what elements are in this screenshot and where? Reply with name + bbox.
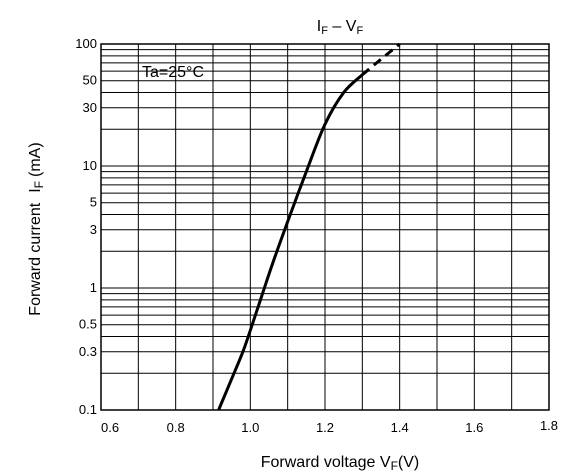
curve-dashed	[361, 42, 401, 76]
y-tick-label: 5	[90, 195, 97, 210]
y-tick-label: 50	[83, 73, 97, 88]
y-tick-label: 0.3	[79, 344, 97, 359]
x-tick-label: 1.0	[241, 420, 259, 435]
y-tick-labels: 0.1 0.3 0.5 1 3 5 10 30 50 100	[75, 36, 97, 417]
x-tick-label: 1.4	[391, 420, 409, 435]
curve-solid	[217, 73, 364, 411]
y-tick-label: 100	[75, 36, 97, 51]
x-tick-labels: 0.6 0.8 1.0 1.2 1.4 1.6 1.8	[101, 418, 558, 435]
y-tick-label: 10	[83, 158, 97, 173]
y-tick-label: 30	[83, 100, 97, 115]
x-tick-label: 1.2	[316, 420, 334, 435]
x-axis-label: Forward voltage VF(V)	[261, 454, 420, 473]
y-tick-label: 0.5	[79, 317, 97, 332]
y-tick-label: 0.1	[79, 402, 97, 417]
x-tick-label: 1.8	[540, 418, 558, 433]
x-tick-label: 0.8	[167, 420, 185, 435]
y-tick-label: 1	[90, 280, 97, 295]
curves	[217, 42, 401, 411]
chart-title: IF – VF	[317, 18, 364, 37]
x-tick-label: 1.6	[465, 420, 483, 435]
gridlines	[101, 44, 549, 410]
x-tick-label: 0.6	[101, 420, 119, 435]
y-axis-label: Forward currentIF(mA)	[27, 142, 46, 315]
y-tick-label: 3	[90, 222, 97, 237]
plot-frame	[100, 43, 550, 411]
temperature-annotation: Ta=25°C	[142, 64, 204, 81]
